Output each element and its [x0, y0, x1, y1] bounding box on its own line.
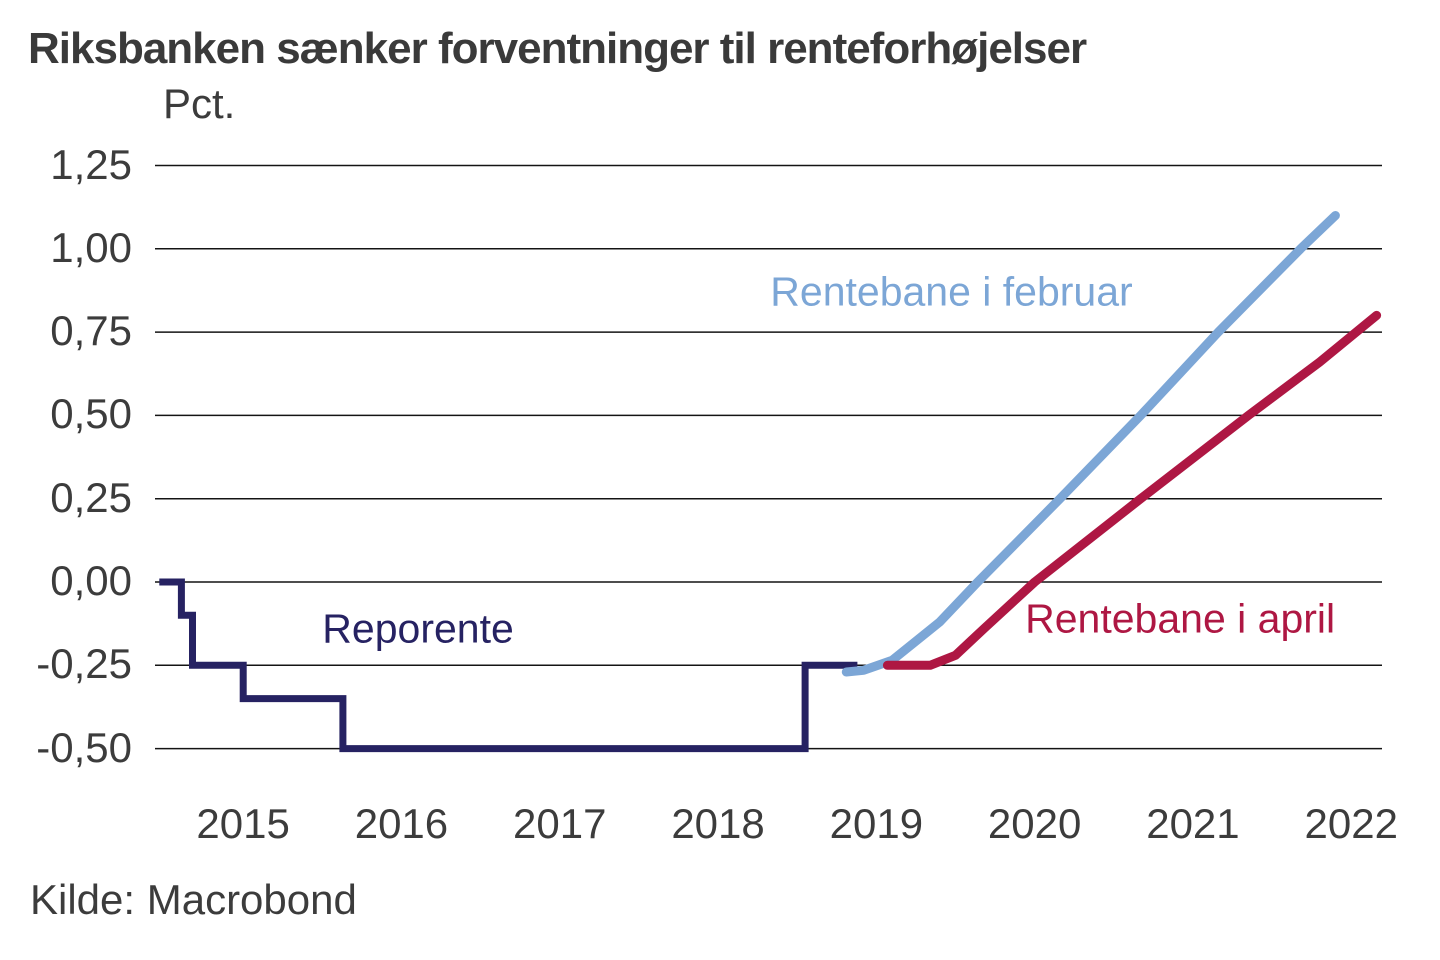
- x-tick-label: 2021: [1146, 800, 1240, 847]
- chart-title: Riksbanken sænker forventninger til rent…: [28, 24, 1087, 73]
- x-tick-label: 2018: [671, 800, 765, 847]
- y-tick-label: 0,50: [50, 390, 132, 438]
- y-tick-label: 1,00: [50, 223, 132, 271]
- x-tick-label: 2022: [1304, 800, 1398, 847]
- y-tick-label: 0,00: [50, 557, 132, 605]
- y-tick-label: 1,25: [50, 140, 132, 188]
- x-tick-label: 2016: [354, 800, 449, 847]
- y-tick-label: 0,75: [50, 307, 132, 355]
- series-label-rentebane-februar: Rentebane i februar: [770, 268, 1133, 315]
- x-tick-label: 2019: [829, 800, 924, 847]
- source-label: Kilde: Macrobond: [30, 876, 357, 923]
- series-label-rentebane-april: Rentebane i april: [1025, 595, 1336, 642]
- series-line-rentebane-i-februar: [841, 211, 1340, 677]
- series-label-reporente: Reporente: [322, 605, 514, 652]
- y-tick-label: -0,25: [36, 640, 132, 688]
- series-line-reporente: [159, 578, 858, 753]
- y-tick-label: 0,25: [50, 473, 132, 521]
- x-tick-label: 2015: [196, 800, 290, 847]
- x-tick-label: 2017: [513, 800, 607, 847]
- y-axis-unit-label: Pct.: [163, 80, 236, 127]
- x-tick-label: 2020: [987, 800, 1082, 847]
- y-tick-label: -0,50: [36, 723, 132, 771]
- series-line-rentebane-i-april: [882, 310, 1382, 670]
